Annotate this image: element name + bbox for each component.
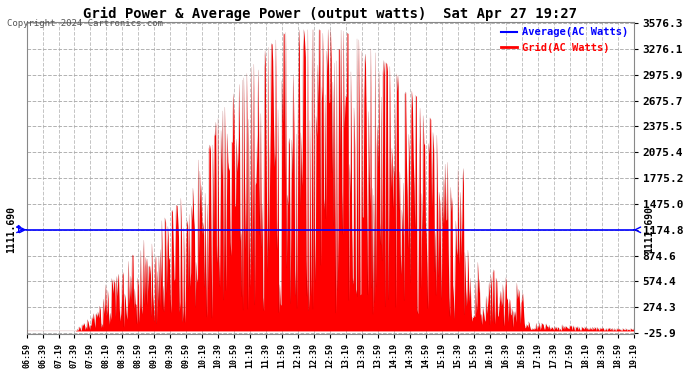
Legend: Average(AC Watts), Grid(AC Watts): Average(AC Watts), Grid(AC Watts) bbox=[501, 27, 629, 53]
Text: 1111.690: 1111.690 bbox=[6, 206, 16, 254]
Text: 1111.690: 1111.690 bbox=[644, 206, 654, 254]
Text: Copyright 2024 Cartronics.com: Copyright 2024 Cartronics.com bbox=[7, 19, 163, 28]
Title: Grid Power & Average Power (output watts)  Sat Apr 27 19:27: Grid Power & Average Power (output watts… bbox=[83, 7, 577, 21]
Text: ↑: ↑ bbox=[14, 225, 23, 235]
